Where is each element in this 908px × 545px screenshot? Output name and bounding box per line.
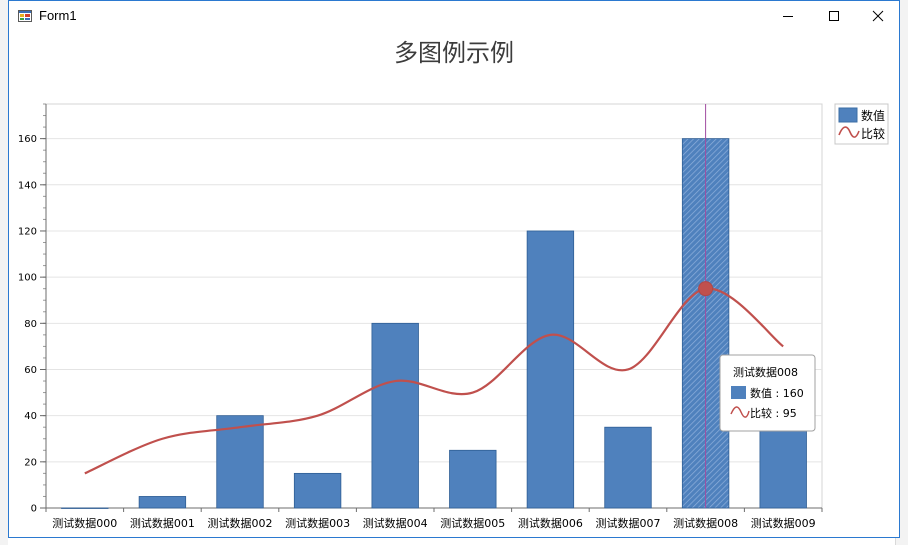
bar[interactable] <box>526 230 575 509</box>
x-category-label: 测试数据000 <box>52 516 117 530</box>
close-button[interactable] <box>855 1 901 31</box>
y-tick-label: 80 <box>24 319 37 330</box>
maximize-button[interactable] <box>811 1 857 31</box>
highlight-point[interactable] <box>698 281 714 297</box>
y-tick-label: 40 <box>24 411 37 422</box>
bar[interactable] <box>759 426 807 509</box>
window-title: Form1 <box>39 8 77 23</box>
form-client-area: 多图例示例 0 20 40 60 80 100 120 140 160 测试数据000 测试数据00… <box>9 31 899 537</box>
chart-legend[interactable]: 数值 比较 <box>834 103 889 145</box>
chart[interactable]: 多图例示例 0 20 40 60 80 100 120 140 160 测试数据000 测试数据00… <box>9 31 899 537</box>
y-tick-label: 160 <box>18 134 37 145</box>
x-category-label: 测试数据002 <box>208 516 273 530</box>
chart-tooltip: 测试数据008 数值 : 160 比较 : 95 <box>719 354 816 432</box>
bar[interactable] <box>293 472 342 509</box>
y-tick-label: 120 <box>18 226 37 237</box>
x-category-label: 测试数据001 <box>130 516 195 530</box>
x-category-label: 测试数据008 <box>673 516 738 530</box>
title-bar[interactable]: Form1 <box>9 1 899 31</box>
tooltip-bar-swatch-icon <box>731 386 746 399</box>
tooltip-row-line: 比较 : 95 <box>750 406 797 420</box>
x-category-label: 测试数据006 <box>518 516 583 530</box>
maximize-icon <box>829 11 839 21</box>
legend-item-bar: 数值 <box>861 108 885 123</box>
x-category-label: 测试数据003 <box>285 516 350 530</box>
x-category-label: 测试数据005 <box>440 516 505 530</box>
tooltip-title: 测试数据008 <box>733 365 798 379</box>
y-tick-label: 140 <box>18 180 37 191</box>
x-category-label: 测试数据009 <box>751 516 816 530</box>
bar[interactable] <box>604 426 652 509</box>
legend-line-swatch-icon <box>838 126 860 138</box>
bar[interactable] <box>371 322 419 509</box>
close-icon <box>872 10 884 22</box>
y-tick-label: 100 <box>18 273 37 284</box>
bar[interactable] <box>61 507 109 509</box>
legend-item-line: 比较 <box>861 126 885 141</box>
chart-title: 多图例示例 <box>394 39 514 67</box>
y-tick-label: 60 <box>24 365 37 376</box>
y-tick-label: 0 <box>31 504 37 515</box>
winforms-app-icon[interactable] <box>18 10 32 22</box>
x-category-label: 测试数据004 <box>363 516 428 530</box>
bar[interactable] <box>449 449 497 509</box>
form1-window: Form1 多图例示例 0 20 40 60 80 100 120 140 160 测试数据000… <box>8 0 900 538</box>
y-tick-label: 20 <box>24 457 37 468</box>
x-category-label: 测试数据007 <box>596 516 661 530</box>
legend-bar-swatch-icon <box>838 107 858 123</box>
bar[interactable] <box>138 496 187 509</box>
minimize-button[interactable] <box>765 1 811 31</box>
line-series[interactable] <box>84 287 784 475</box>
tooltip-row-bar: 数值 : 160 <box>750 387 804 400</box>
tooltip-line-swatch-icon <box>730 406 750 418</box>
desktop-background-left <box>0 0 8 545</box>
minimize-icon <box>783 16 793 17</box>
bar[interactable] <box>216 415 264 509</box>
